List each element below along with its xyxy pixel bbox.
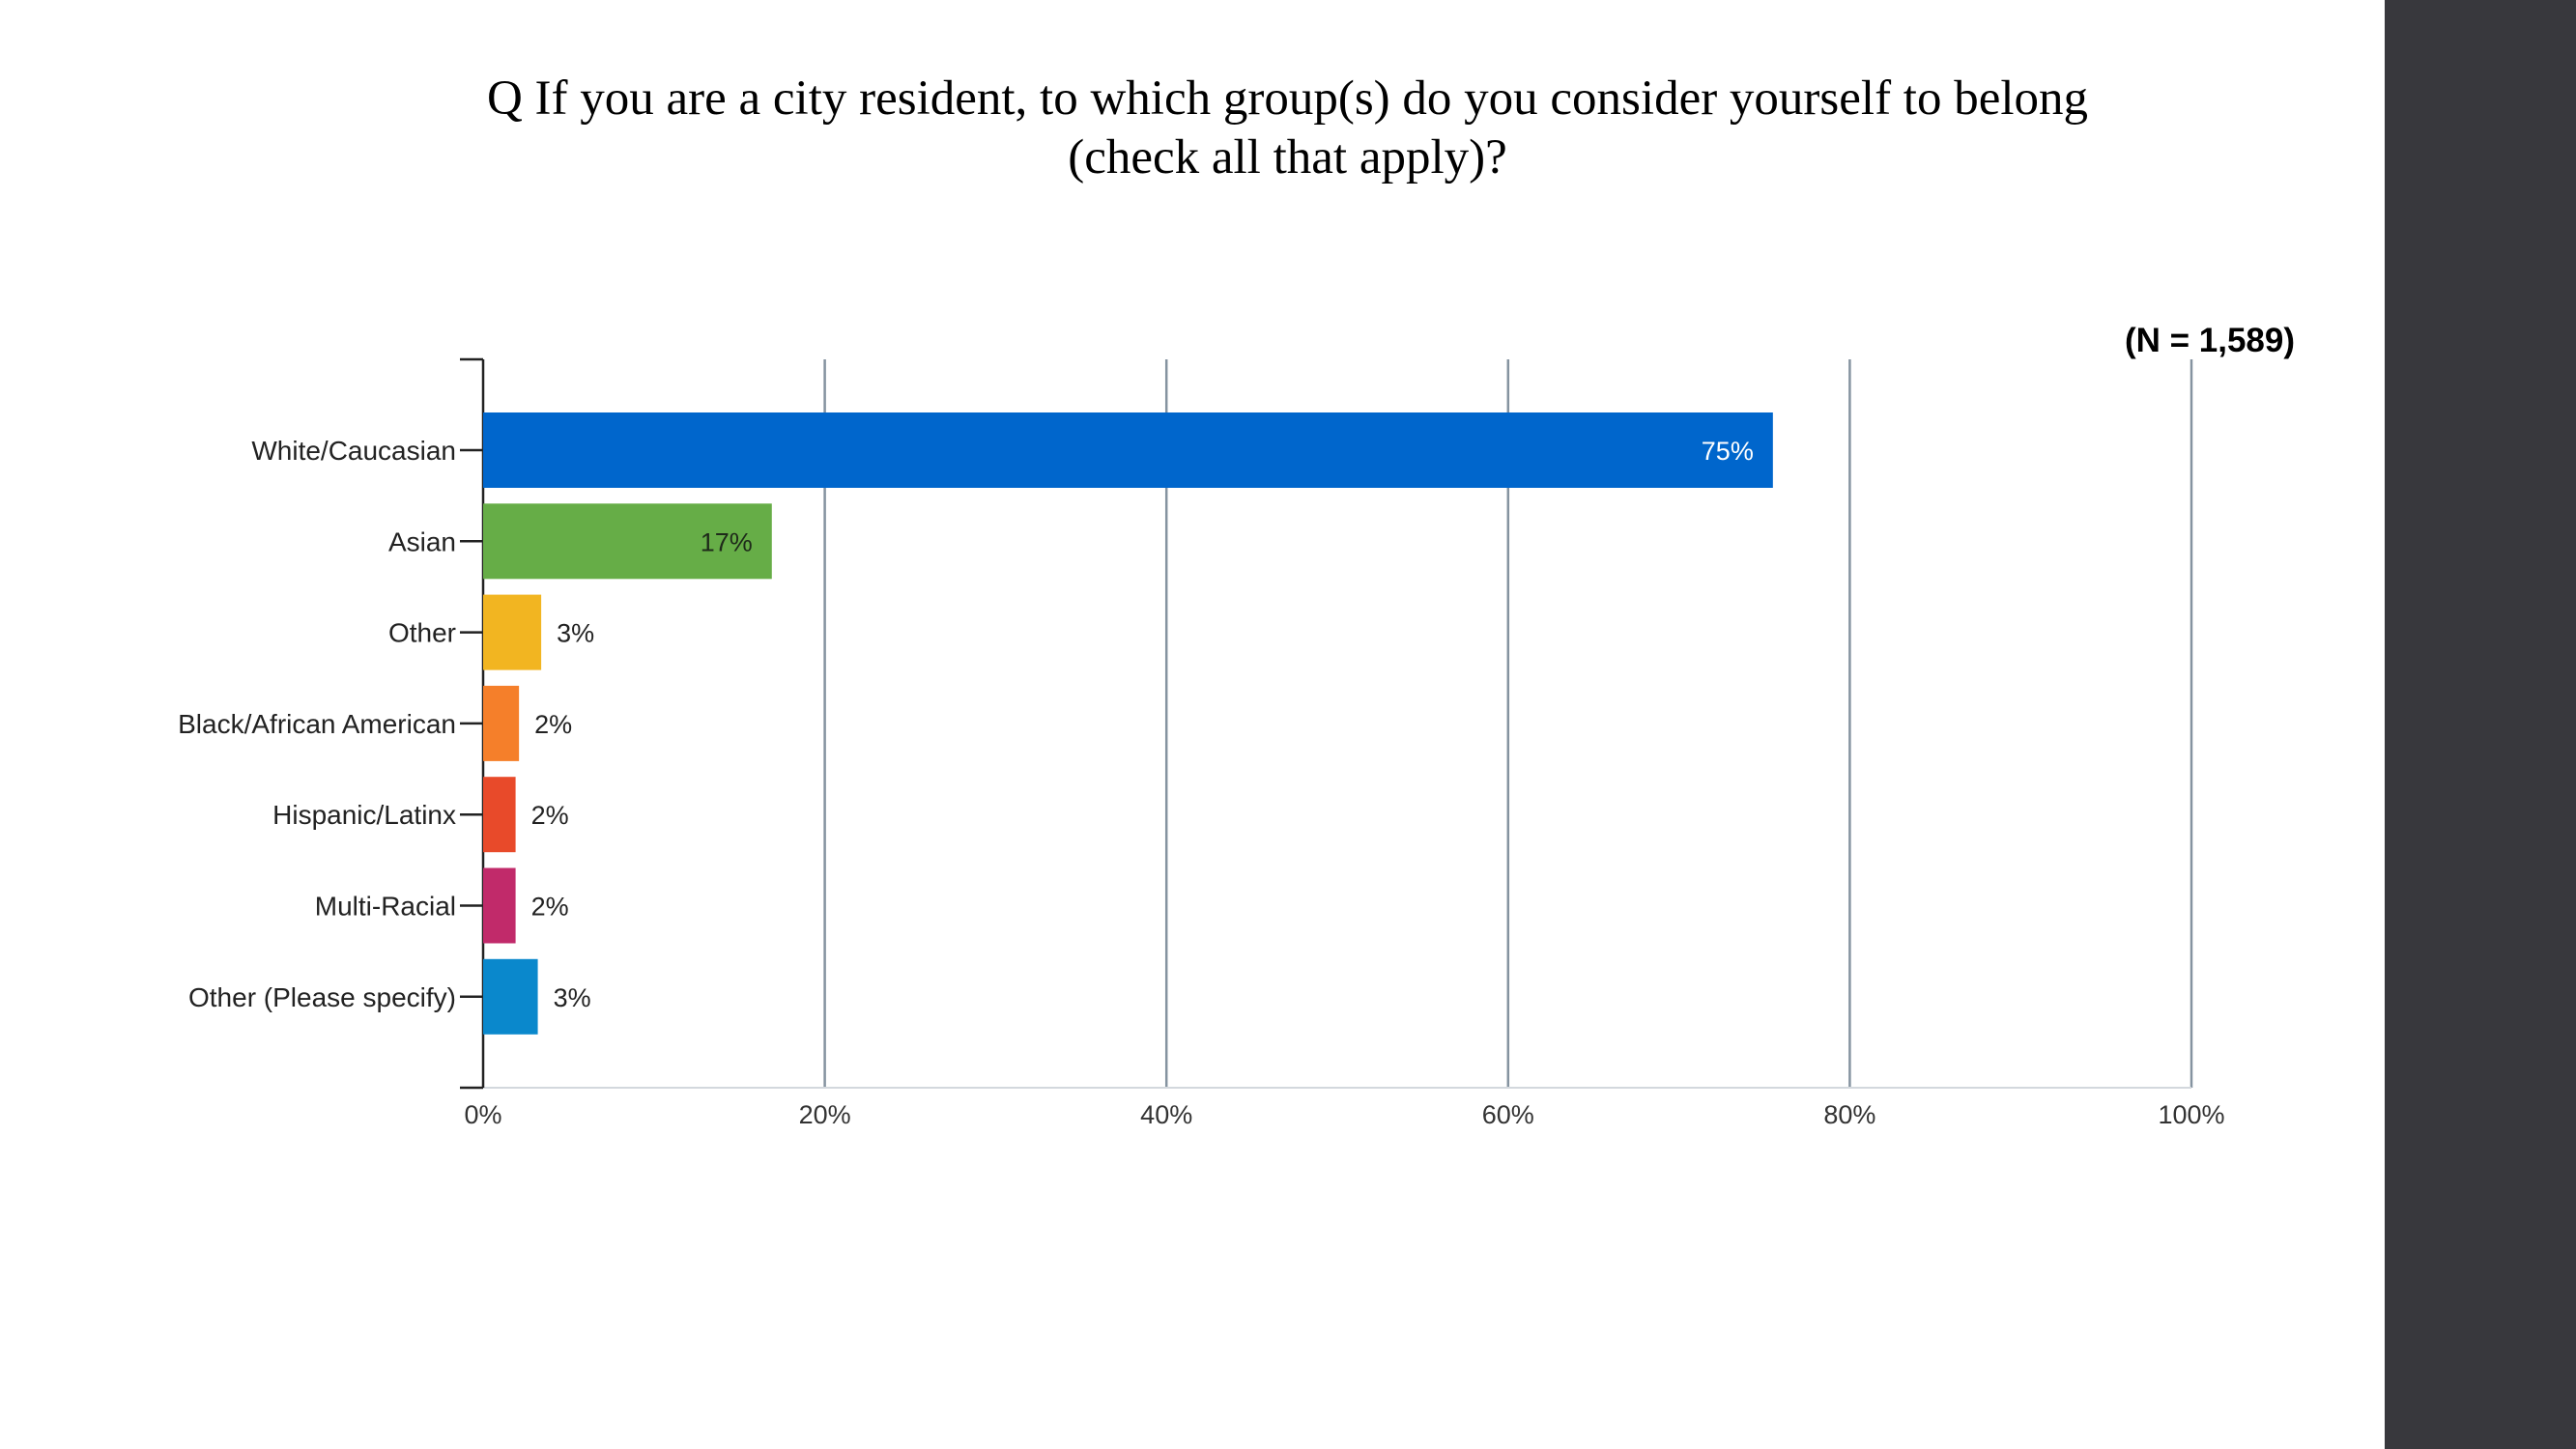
side-panel <box>2385 0 2576 1449</box>
bar <box>483 503 772 580</box>
labels: 0% 20% 40% 60% 80% 100% White/Caucasian 75% Asia… <box>178 436 2224 1129</box>
data-label: 2% <box>534 710 572 739</box>
category-label: White/Caucasian <box>251 436 456 466</box>
bar-chart: 0% 20% 40% 60% 80% 100% White/Caucasian 75% Asia… <box>178 322 2295 1129</box>
category-label: Other <box>388 618 456 648</box>
bar <box>483 412 1773 488</box>
category-label: Other (Please specify) <box>188 982 456 1012</box>
data-label: 17% <box>701 527 753 556</box>
data-label: 3% <box>554 983 591 1012</box>
x-tick-label: 40% <box>1140 1100 1192 1129</box>
chart-title: Q If you are a city resident, to which g… <box>486 71 2089 185</box>
bar <box>483 777 516 853</box>
category-label: Multi-Racial <box>315 892 456 922</box>
category-label: Black/African American <box>178 709 456 739</box>
x-tick-label: 100% <box>2158 1100 2224 1129</box>
x-tick-label: 0% <box>464 1100 501 1129</box>
data-label: 75% <box>1702 437 1754 466</box>
x-tick-label: 20% <box>799 1100 851 1129</box>
data-label: 2% <box>531 893 569 922</box>
data-label: 2% <box>531 801 569 830</box>
x-tick-label: 60% <box>1482 1100 1534 1129</box>
bar <box>483 685 520 761</box>
bar <box>483 867 516 944</box>
bars <box>483 412 1773 1035</box>
category-label: Asian <box>388 526 456 556</box>
bar <box>483 594 542 670</box>
x-tick-label: 80% <box>1823 1100 1875 1129</box>
data-label: 3% <box>557 619 594 648</box>
sample-size-label: (N = 1,589) <box>2125 322 2295 359</box>
bar <box>483 958 538 1035</box>
category-label: Hispanic/Latinx <box>272 800 456 830</box>
